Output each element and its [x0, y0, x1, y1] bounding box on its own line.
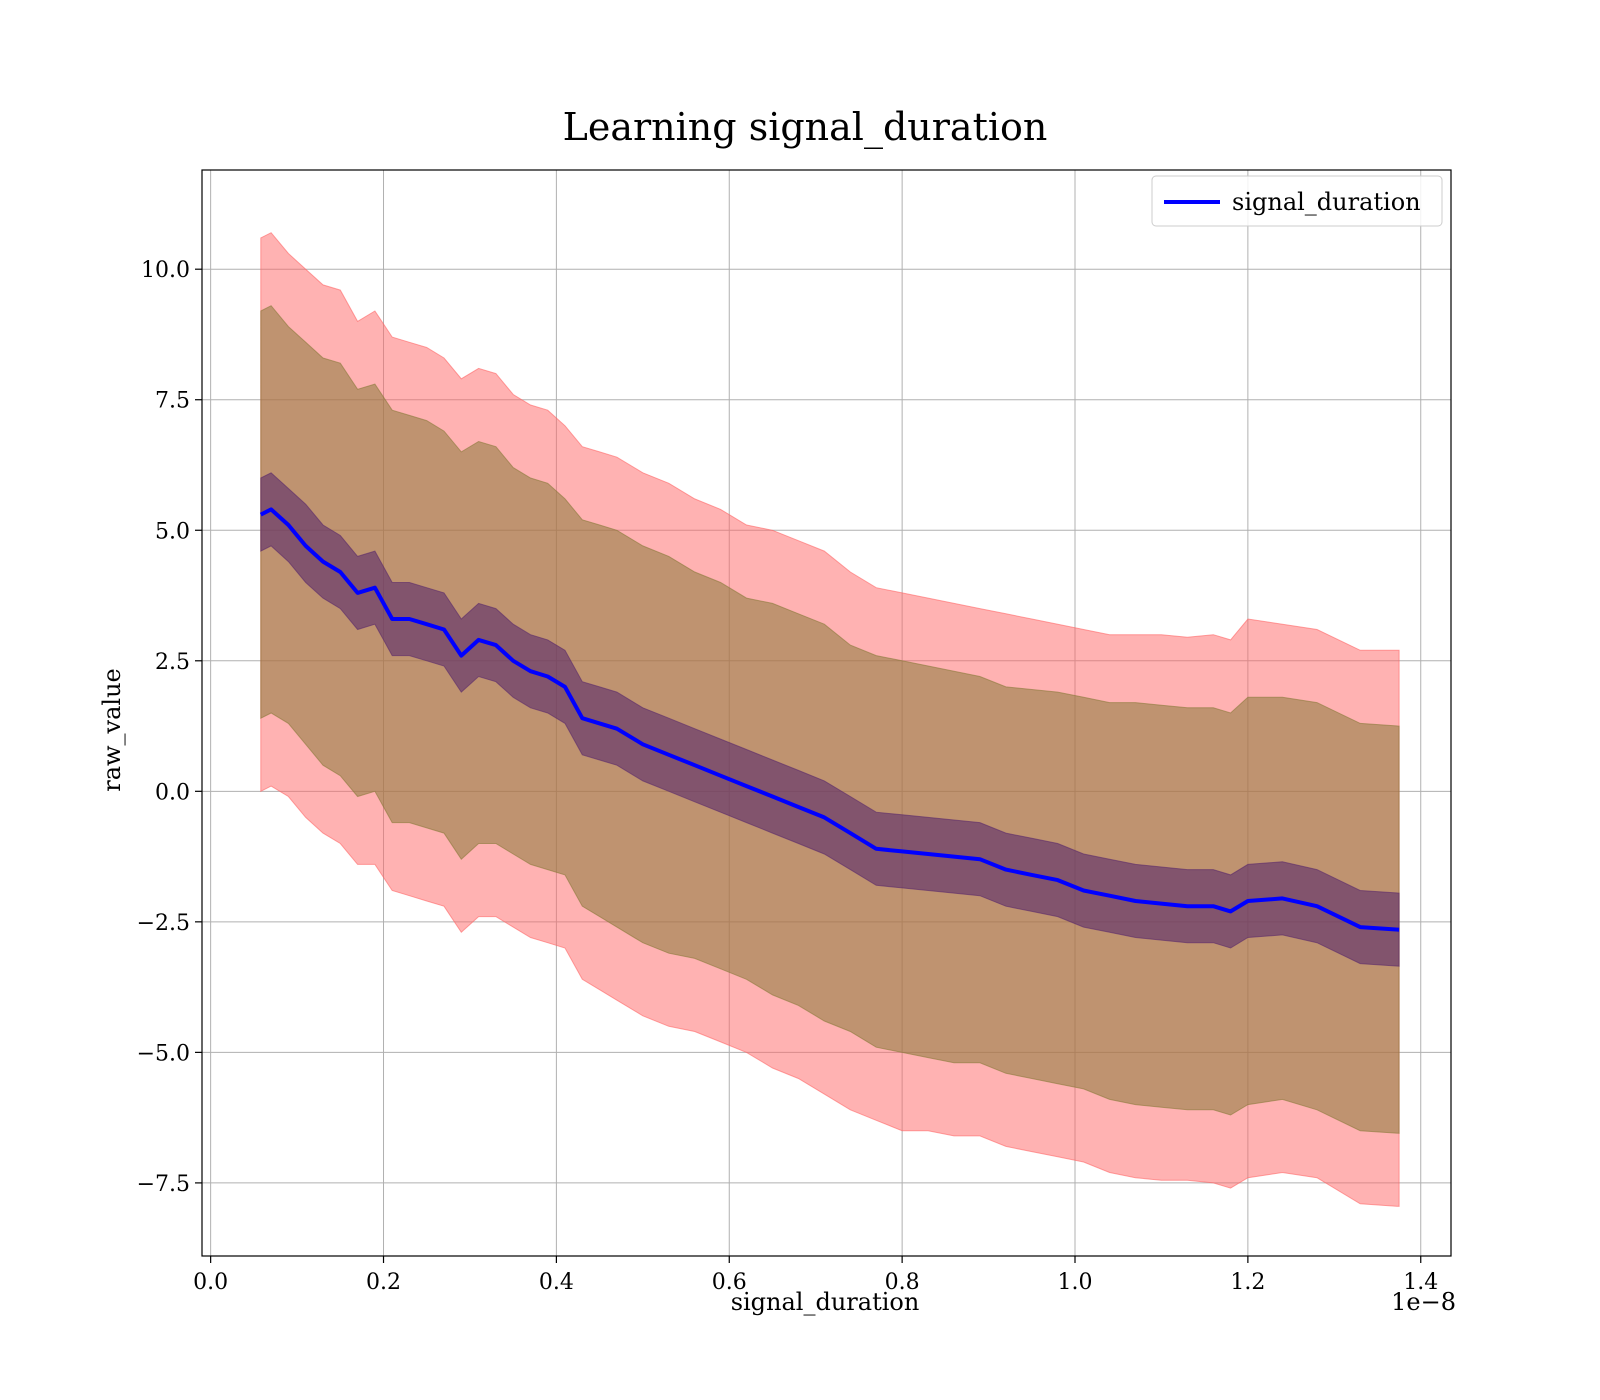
legend-box: [1151, 175, 1443, 227]
x-tick-label: 0.4: [539, 1270, 574, 1295]
y-tick-label: −7.5: [137, 1172, 190, 1197]
y-tick-label: −5.0: [137, 1041, 190, 1066]
series-line-0: [259, 507, 1400, 932]
x-tick-label: 1.4: [1403, 1270, 1438, 1295]
std-bands: [260, 232, 1400, 1207]
x-tick-label: 1.2: [1230, 1270, 1265, 1295]
y-tick-label: 2.5: [155, 650, 190, 675]
plot-area: [201, 169, 1452, 1257]
y-tick-label: 10.0: [141, 258, 190, 283]
chart-title: Learning signal_duration: [563, 105, 1048, 150]
y-tick-label: 5.0: [155, 519, 190, 544]
x-offset-text: 1e−8: [1391, 1288, 1456, 1316]
x-tick-label: 0.6: [712, 1270, 747, 1295]
axes-frame: [201, 169, 1452, 1257]
x-axis-label: signal_duration: [731, 1288, 920, 1316]
x-tick-label: 0.8: [885, 1270, 920, 1295]
x-tick-label: 1.0: [1058, 1270, 1093, 1295]
y-tick-label: −2.5: [137, 911, 190, 936]
x-tick-label: 0.0: [193, 1270, 228, 1295]
y-tick-label: 7.5: [155, 389, 190, 414]
y-axis-ticks: 10.0 7.5 5.0 2.5 0.0 −2.5 −5.0 −7.5: [137, 258, 202, 1197]
band-inner: [260, 472, 1400, 967]
x-axis-ticks: 0.0 0.2 0.4 0.6 0.8 1.0 1.2 1.4: [193, 1256, 1438, 1295]
x-tick-label: 0.2: [366, 1270, 401, 1295]
series-lines: [259, 507, 1400, 932]
y-axis-label: raw_value: [98, 668, 126, 792]
legend-label-signal-duration: signal_duration: [1232, 188, 1421, 216]
y-tick-label: 0.0: [155, 780, 190, 805]
legend: signal_duration: [1151, 175, 1443, 227]
